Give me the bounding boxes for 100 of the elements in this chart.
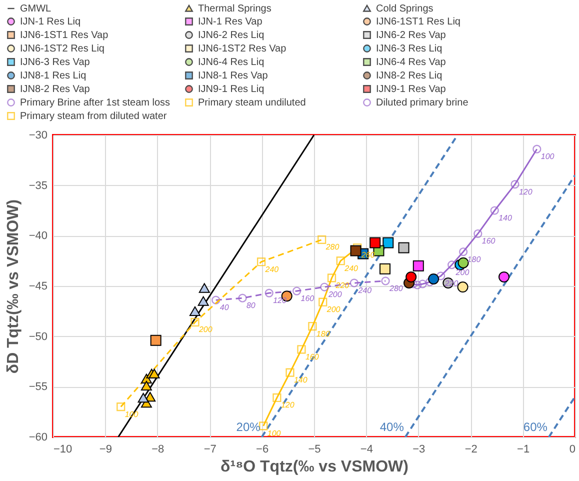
point — [140, 380, 152, 390]
annotation: 200 — [327, 290, 342, 300]
point — [150, 334, 162, 346]
annotation: 60% — [523, 420, 548, 434]
legend-label: Cold Springs — [376, 3, 434, 14]
legend-label: Primary steam from diluted water — [20, 111, 168, 122]
point — [490, 206, 499, 215]
point — [198, 296, 209, 306]
point — [498, 271, 510, 282]
point — [370, 237, 381, 248]
annotation: 240 — [357, 286, 372, 295]
x-tick-label: −8 — [152, 444, 164, 456]
point — [428, 273, 440, 284]
point — [318, 298, 328, 306]
point — [406, 271, 417, 282]
annotation: 140 — [294, 376, 308, 385]
point — [350, 245, 362, 256]
point — [532, 144, 542, 154]
point — [320, 282, 329, 292]
legend-label: IJN6-4 Res Liq — [198, 57, 264, 68]
annotation: 160 — [300, 294, 315, 304]
point — [350, 278, 358, 288]
legend-label: IJN6-2 Res Vap — [376, 30, 446, 41]
point — [412, 260, 424, 272]
point — [458, 247, 468, 256]
point — [198, 283, 210, 293]
annotation: 280 — [324, 242, 340, 252]
point — [272, 393, 282, 402]
point — [238, 294, 247, 302]
annotation: 140 — [498, 214, 513, 222]
legend-label: Thermal Springs — [198, 3, 272, 14]
annotation: 200 — [454, 268, 470, 277]
point — [286, 368, 294, 377]
legend-label: IJN6-3 Res Liq — [376, 44, 442, 54]
point — [148, 368, 160, 378]
annotation: 200 — [326, 305, 341, 314]
legend-label: IJN6-1ST1 Res Vap — [20, 30, 109, 41]
y-tick-label: −30 — [28, 130, 48, 142]
x-tick-label: −7 — [204, 444, 216, 456]
y-tick-label: −35 — [28, 180, 48, 192]
annotation: 240 — [264, 264, 280, 274]
x-tick-label: −2 — [464, 444, 478, 456]
point — [382, 237, 394, 248]
point — [212, 296, 220, 304]
point — [318, 235, 326, 244]
annotation: 40% — [380, 420, 404, 434]
legend-label: IJN6-4 Res Vap — [376, 57, 446, 68]
point — [436, 272, 446, 280]
point — [458, 257, 469, 268]
legend-label: IJN6-1ST1 Res Liq — [376, 16, 460, 28]
annotation: 80 — [246, 301, 256, 310]
x-tick-label: −4 — [360, 444, 373, 456]
annotation: 240 — [344, 264, 359, 273]
legend-label: IJN8-1 Res Liq — [20, 70, 86, 82]
point — [413, 280, 422, 290]
annotation: 100 — [540, 152, 555, 162]
x-tick-label: 0 — [569, 444, 576, 456]
point — [448, 260, 456, 270]
point — [116, 402, 126, 412]
annotation: 200 — [198, 325, 213, 334]
legend-label: IJN9-1 Res Liq — [198, 84, 264, 95]
legend-label: IJN8-1 Res Vap — [198, 70, 268, 82]
y-axis-title: δD Tqtz(‰ vs VSMOW) — [4, 199, 22, 374]
x-tick-label: −10 — [54, 444, 72, 456]
annotation: 260 — [360, 250, 376, 260]
legend-label: IJN6-1ST2 Res Vap — [198, 44, 287, 54]
annotation: 120 — [280, 400, 295, 410]
legend-label: IJN8-2 Res Liq — [376, 70, 442, 82]
legend-label: GMWL — [20, 4, 52, 14]
legend-label: IJN9-1 Res Vap — [376, 84, 446, 95]
x-tick-label: −9 — [99, 444, 112, 456]
point — [138, 392, 149, 403]
point — [418, 280, 427, 288]
point — [190, 318, 200, 327]
x-tick-label: −6 — [256, 444, 269, 456]
annotation: 180 — [467, 254, 482, 264]
point — [398, 242, 410, 254]
annotation: 280 — [388, 284, 404, 293]
legend-label: IJN-1 Res Liq — [20, 16, 81, 28]
point — [379, 263, 390, 274]
legend-label: IJN6-2 Res Liq — [198, 30, 264, 41]
y-tick-label: −40 — [28, 230, 48, 242]
point — [510, 180, 520, 189]
annotation: 120 — [518, 187, 533, 196]
y-tick-label: −45 — [28, 280, 48, 292]
legend-label: IJN6-3 Res Vap — [20, 57, 90, 68]
y-tick-label: −55 — [28, 381, 48, 394]
legend-label: Diluted primary brine — [376, 98, 469, 108]
point — [297, 345, 306, 354]
point — [256, 258, 266, 266]
annotation: 120 — [273, 296, 288, 306]
legend-label: IJN8-2 Res Vap — [20, 84, 90, 95]
x-tick-label: −5 — [308, 444, 321, 456]
x-tick-label: −3 — [412, 444, 426, 456]
legend-label: IJN-1 Res Vap — [198, 16, 263, 28]
point — [474, 229, 482, 238]
y-tick-label: −50 — [28, 330, 48, 343]
point — [381, 276, 390, 286]
x-tick-label: −1 — [517, 444, 530, 456]
annotation: 160 — [305, 352, 320, 362]
